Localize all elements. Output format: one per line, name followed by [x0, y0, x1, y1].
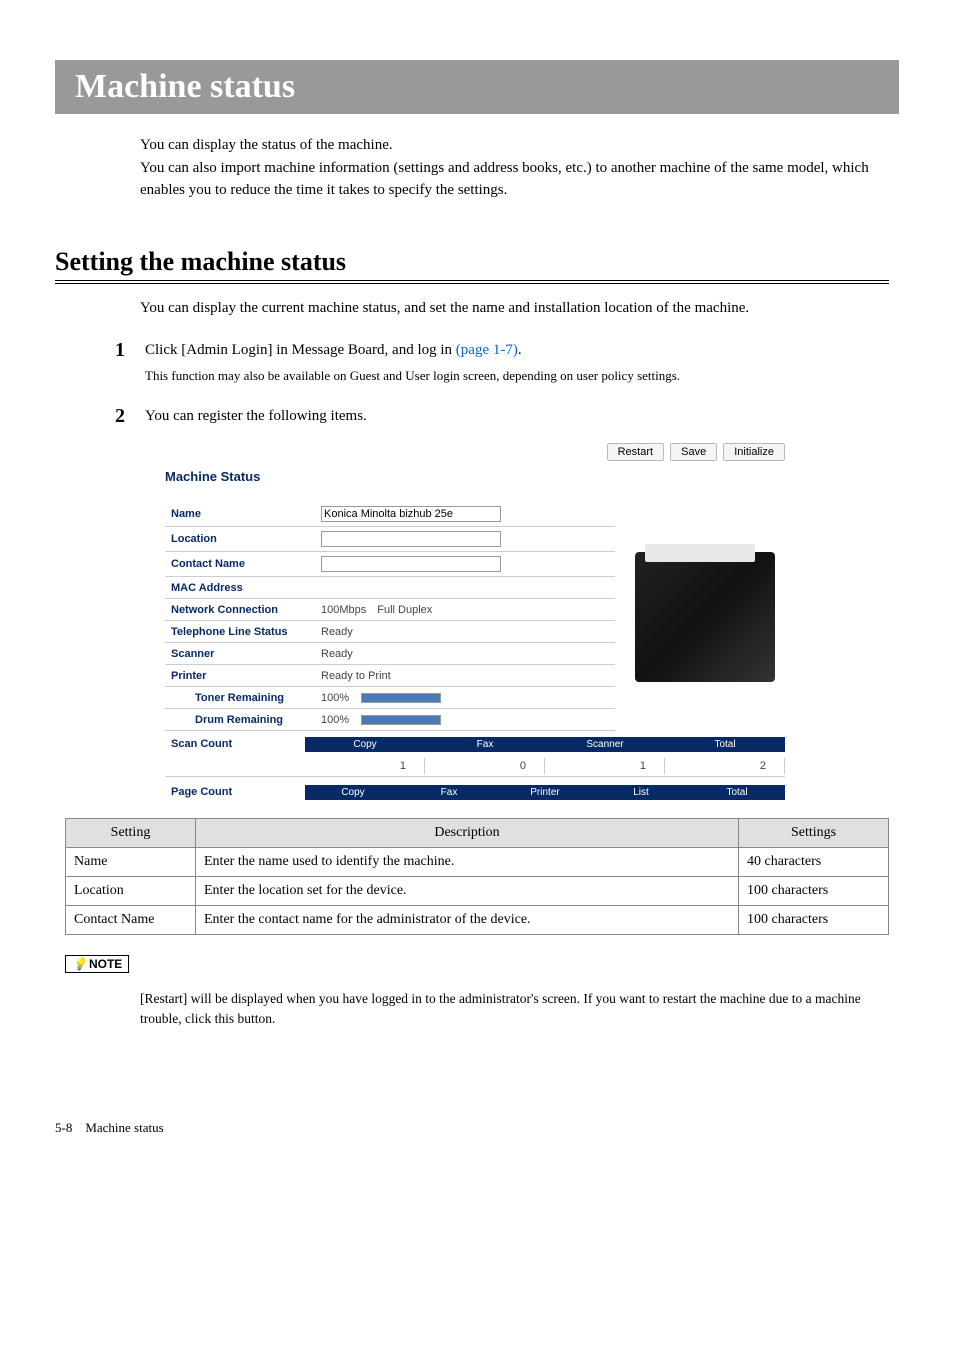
page-count-section: Page Count Copy Fax Printer List Total: [165, 781, 785, 803]
printer-icon: [635, 552, 775, 682]
mac-label: MAC Address: [165, 577, 315, 599]
contact-label: Contact Name: [165, 552, 315, 577]
col-setting: Setting: [66, 819, 196, 848]
step-1a: Click [Admin Login] in Message Board, an…: [145, 342, 456, 358]
note-label: NOTE: [89, 957, 122, 971]
step-1b: .: [518, 342, 522, 358]
scan-fax-val: 0: [425, 758, 545, 774]
scan-count-label: Scan Count: [165, 738, 305, 750]
step-1-sub: This function may also be available on G…: [145, 366, 680, 386]
cell-description: Enter the name used to identify the mach…: [196, 848, 739, 877]
cell-settings: 40 characters: [739, 848, 889, 877]
scan-count-section: Scan Count Copy Fax Scanner Total 1 0 1 …: [165, 733, 785, 777]
save-button[interactable]: Save: [670, 443, 717, 461]
section-heading: Setting the machine status: [55, 247, 889, 281]
page-header-total: Total: [689, 785, 785, 800]
toner-label: Toner Remaining: [165, 687, 315, 709]
scan-header-total: Total: [665, 737, 785, 752]
page-header-printer: Printer: [497, 785, 593, 800]
step-number: 2: [115, 405, 133, 428]
page-title: Machine status: [75, 68, 879, 106]
col-description: Description: [196, 819, 739, 848]
cell-setting: Name: [66, 848, 196, 877]
cell-settings: 100 characters: [739, 906, 889, 935]
page-footer: 5-8 Machine status: [55, 1120, 954, 1136]
drum-progress: [361, 715, 441, 725]
scan-scanner-val: 1: [545, 758, 665, 774]
scanner-label: Scanner: [165, 643, 315, 665]
note-box: 💡NOTE: [65, 955, 129, 973]
netconn-value: 100Mbps Full Duplex: [315, 599, 615, 621]
tel-label: Telephone Line Status: [165, 621, 315, 643]
intro-text: You can display the status of the machin…: [140, 134, 889, 202]
name-label: Name: [165, 502, 315, 527]
location-label: Location: [165, 527, 315, 552]
table-row: Location Enter the location set for the …: [66, 877, 889, 906]
status-table: Name Location Contact Name MAC Address N…: [165, 502, 615, 731]
panel-heading: Machine Status: [165, 469, 785, 484]
location-field[interactable]: [321, 531, 501, 547]
toner-cell: 100%: [315, 687, 615, 709]
scan-header-scanner: Scanner: [545, 737, 665, 752]
table-row: Name Enter the name used to identify the…: [66, 848, 889, 877]
section-intro: You can display the current machine stat…: [140, 297, 889, 320]
step-2-text: You can register the following items.: [145, 405, 367, 428]
page-header-copy: Copy: [305, 785, 401, 800]
restart-button[interactable]: Restart: [607, 443, 664, 461]
panel-button-row: Restart Save Initialize: [165, 443, 785, 461]
page-header-fax: Fax: [401, 785, 497, 800]
mac-value: [315, 577, 615, 599]
col-settings: Settings: [739, 819, 889, 848]
drum-cell: 100%: [315, 709, 615, 731]
netconn-label: Network Connection: [165, 599, 315, 621]
printer-value: Ready to Print: [315, 665, 615, 687]
drum-label: Drum Remaining: [165, 709, 315, 731]
cell-description: Enter the contact name for the administr…: [196, 906, 739, 935]
contact-field[interactable]: [321, 556, 501, 572]
toner-progress: [361, 693, 441, 703]
step-2: 2 You can register the following items.: [115, 405, 889, 428]
note-text: [Restart] will be displayed when you hav…: [140, 989, 889, 1030]
page-count-label: Page Count: [165, 786, 305, 798]
step-1: 1 Click [Admin Login] in Message Board, …: [115, 339, 889, 385]
initialize-button[interactable]: Initialize: [723, 443, 785, 461]
printer-label: Printer: [165, 665, 315, 687]
page-link[interactable]: (page 1-7): [456, 342, 518, 358]
step-number: 1: [115, 339, 133, 385]
device-image: [625, 532, 785, 702]
cell-settings: 100 characters: [739, 877, 889, 906]
cell-description: Enter the location set for the device.: [196, 877, 739, 906]
scanner-value: Ready: [315, 643, 615, 665]
machine-status-panel: Restart Save Initialize Machine Status N…: [165, 443, 785, 803]
step-1-text: Click [Admin Login] in Message Board, an…: [145, 339, 680, 385]
cell-setting: Location: [66, 877, 196, 906]
name-field[interactable]: [321, 506, 501, 522]
scan-copy-val: 1: [305, 758, 425, 774]
scan-header-fax: Fax: [425, 737, 545, 752]
cell-setting: Contact Name: [66, 906, 196, 935]
tel-value: Ready: [315, 621, 615, 643]
drum-value: 100%: [321, 714, 349, 726]
page-title-bar: Machine status: [55, 60, 899, 114]
scan-header-copy: Copy: [305, 737, 425, 752]
table-row: Contact Name Enter the contact name for …: [66, 906, 889, 935]
lamp-icon: 💡: [72, 957, 87, 971]
page-header-list: List: [593, 785, 689, 800]
toner-value: 100%: [321, 692, 349, 704]
scan-total-val: 2: [665, 758, 785, 774]
settings-description-table: Setting Description Settings Name Enter …: [65, 818, 889, 935]
